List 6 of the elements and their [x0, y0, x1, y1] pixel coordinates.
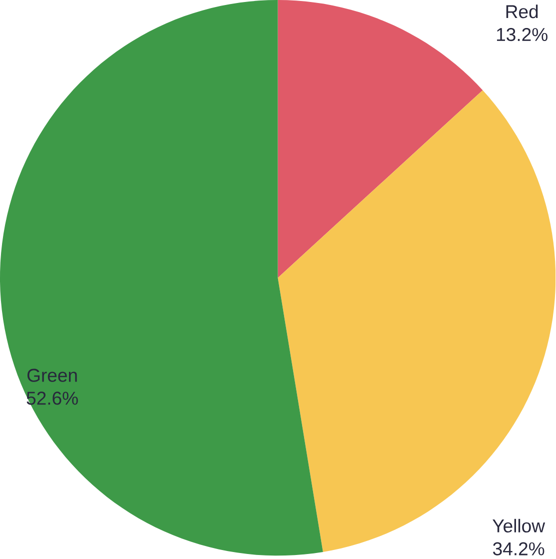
- slice-label: Yellow: [492, 518, 546, 532]
- slice-label: Red: [506, 4, 538, 18]
- data-label: 13.2%: [497, 28, 548, 42]
- data-label: 34.2%: [493, 542, 544, 556]
- data-label: 52.6%: [26, 392, 78, 405]
- slice-label: Green: [28, 368, 77, 382]
